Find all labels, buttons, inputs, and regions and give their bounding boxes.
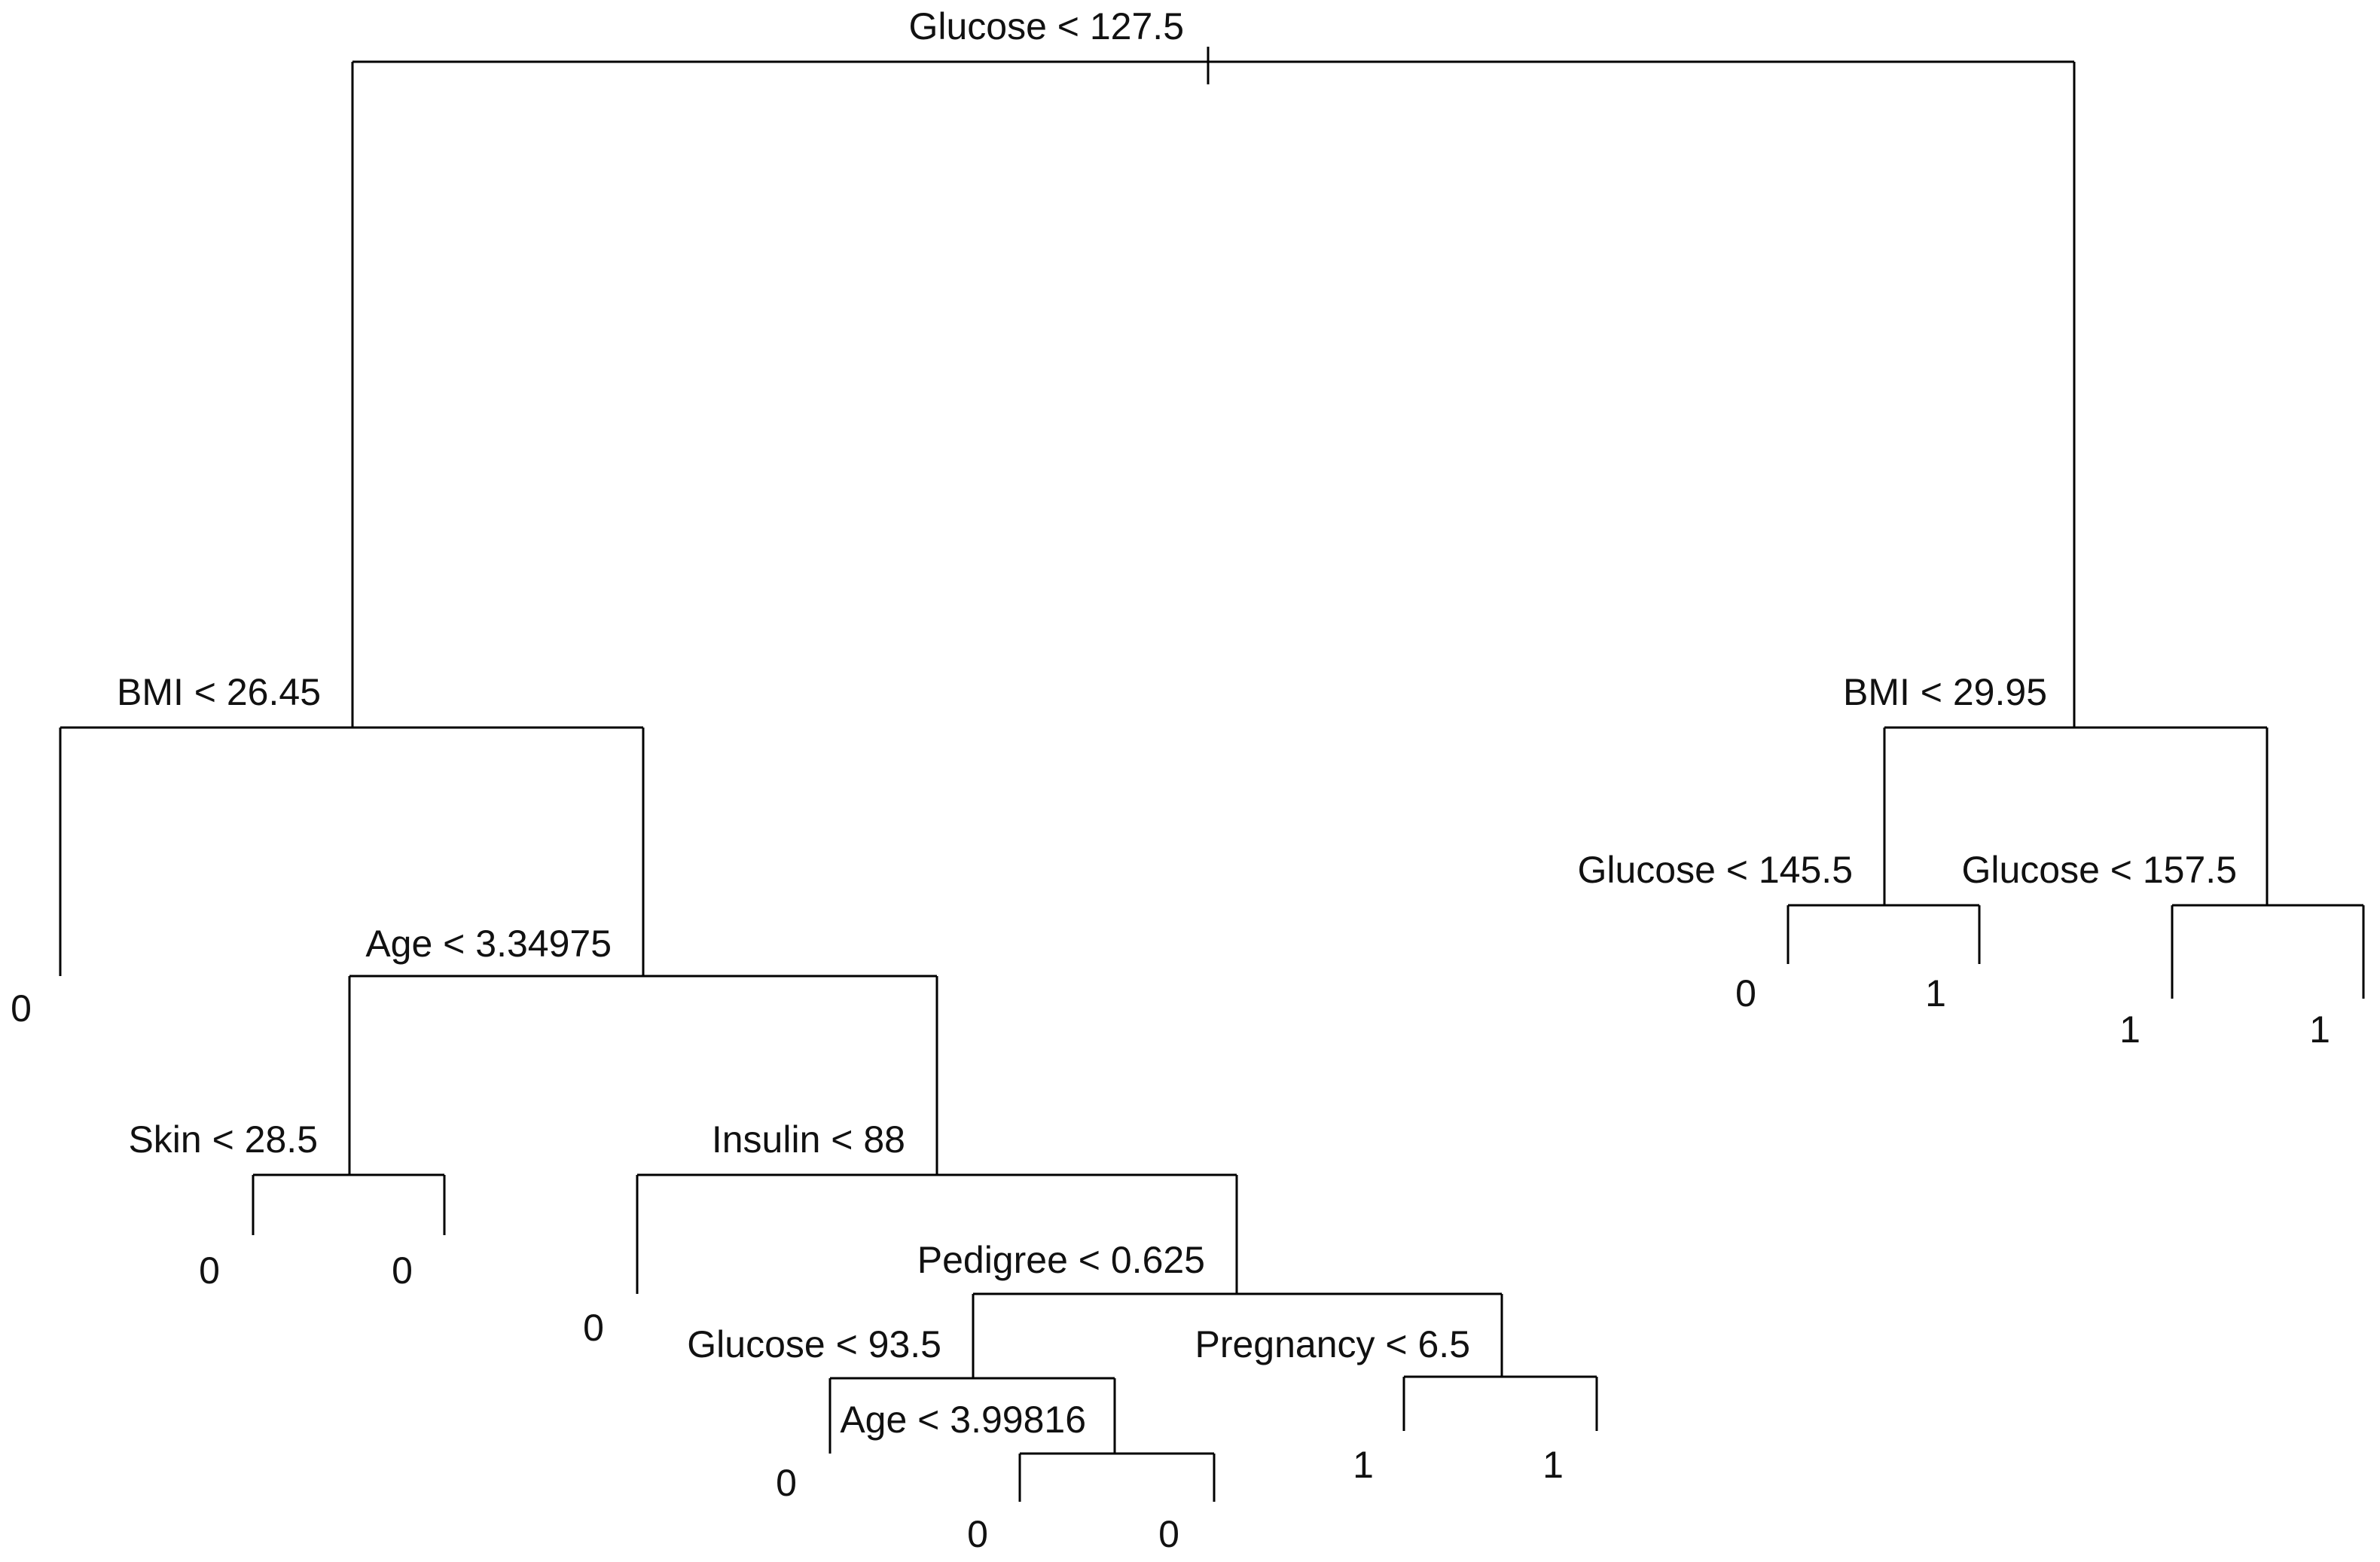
- leaf-label: 1: [2119, 1008, 2140, 1051]
- split-label-bmi-26: BMI < 26.45: [117, 671, 321, 713]
- leaf-label: 0: [583, 1307, 604, 1349]
- leaf-label: 0: [392, 1249, 413, 1292]
- split-labels: Glucose < 127.5 BMI < 26.45 Age < 3.3497…: [117, 5, 2237, 1441]
- split-label-age-334975: Age < 3.34975: [365, 923, 612, 965]
- leaf-label: 0: [11, 987, 32, 1030]
- split-label-glucose-127: Glucose < 127.5: [908, 5, 1184, 47]
- split-label-pedigree-0625: Pedigree < 0.625: [917, 1239, 1205, 1281]
- leaf-label: 0: [1735, 972, 1756, 1014]
- leaf-label: 1: [1542, 1444, 1564, 1486]
- split-label-skin-285: Skin < 28.5: [128, 1118, 318, 1161]
- split-label-age-399816: Age < 3.99816: [840, 1399, 1086, 1441]
- split-label-glucose-1455: Glucose < 145.5: [1577, 849, 1853, 891]
- split-label-insulin-88: Insulin < 88: [712, 1118, 905, 1161]
- leaf-label: 1: [1353, 1444, 1374, 1486]
- leaf-label: 0: [776, 1462, 797, 1504]
- leaf-label: 0: [199, 1249, 220, 1292]
- split-label-bmi-2995: BMI < 29.95: [1843, 671, 2047, 713]
- leaf-label: 1: [1925, 972, 1946, 1014]
- split-label-glucose-1575: Glucose < 157.5: [1961, 849, 2237, 891]
- leaf-label: 1: [2309, 1008, 2330, 1051]
- split-label-pregnancy-65: Pregnancy < 6.5: [1195, 1323, 1470, 1365]
- leaf-label: 0: [967, 1513, 988, 1555]
- tree-edges: [59, 47, 2365, 1502]
- leaf-labels: 0 0 0 0 0 0 0 1 1 0 1 1 1: [11, 972, 2330, 1555]
- split-label-glucose-935: Glucose < 93.5: [687, 1323, 941, 1365]
- leaf-label: 0: [1158, 1513, 1179, 1555]
